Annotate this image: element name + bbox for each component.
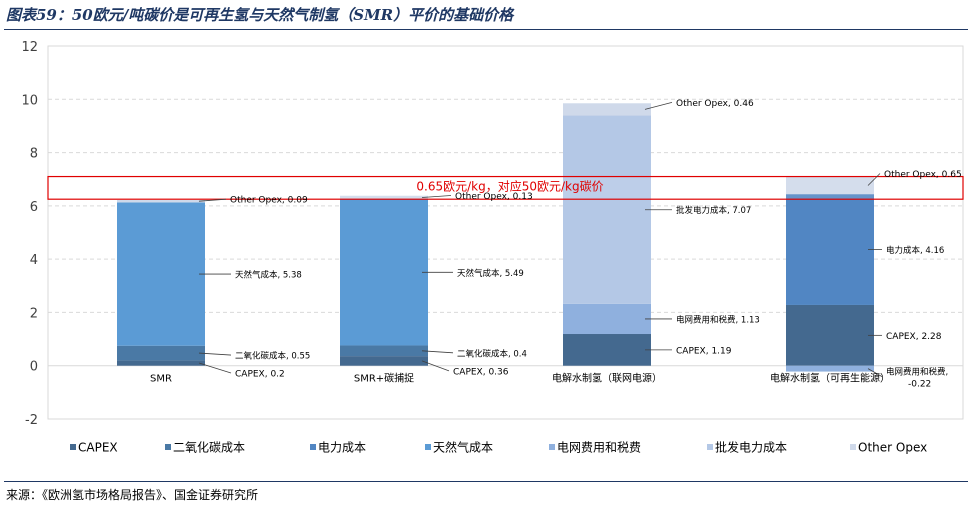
legend-swatch <box>549 444 555 450</box>
legend-label: 二氧化碳成本 <box>173 441 245 455</box>
leader-line <box>421 350 454 354</box>
leader-line <box>421 360 450 372</box>
data-labels: Other Opex, 0.09 天然气成本, 5.38 二氧化碳成本, 0.55 C… <box>198 99 962 390</box>
category-label: SMR+碳捕捉 <box>354 372 414 385</box>
data-label: Other Opex, 0.09 <box>230 196 308 206</box>
data-label: CAPEX, 0.2 <box>235 370 285 380</box>
bar-segment <box>117 360 205 366</box>
data-label: CAPEX, 1.19 <box>676 346 732 356</box>
leader-line <box>644 102 673 110</box>
bar-segment <box>117 199 205 203</box>
category-label: SMR <box>150 374 172 385</box>
bar-segment <box>786 176 874 195</box>
leader-line <box>421 195 452 198</box>
y-tick-label: 0 <box>30 360 38 375</box>
x-axis-categories: SMR SMR+碳捕捉 电解水制氢（联网电源） 电解水制氢（可再生能源） <box>150 372 890 385</box>
y-tick-label: 8 <box>30 147 38 162</box>
bar-segment <box>786 304 874 366</box>
chart-title: 图表59：50欧元/吨碳价是可再生氢与天然气制氢（SMR）平价的基础价格 <box>6 6 514 24</box>
bar-segment <box>117 345 205 361</box>
data-label: 天然气成本, 5.49 <box>457 268 524 279</box>
data-label: 二氧化碳成本, 0.4 <box>457 348 527 359</box>
data-label: 电力成本, 4.16 <box>886 245 944 256</box>
band-label: 0.65欧元/kg，对应50欧元/kg碳价 <box>416 179 603 194</box>
legend-swatch <box>850 444 856 450</box>
leader-line <box>198 362 232 374</box>
leader-line <box>867 368 883 377</box>
legend-label: 电网费用和税费 <box>557 441 641 455</box>
bar-segment <box>340 356 428 366</box>
data-label: CAPEX, 2.28 <box>886 332 942 342</box>
data-label: Other Opex, 0.46 <box>676 99 754 109</box>
source-note: 来源：《欧洲氢市场格局报告》、国金证券研究所 <box>6 488 259 502</box>
legend-swatch <box>707 444 713 450</box>
legend-label: Other Opex <box>858 441 927 455</box>
bar-segment <box>340 199 428 346</box>
legend-swatch <box>425 444 431 450</box>
footer-divider <box>4 481 968 482</box>
legend-label: 批发电力成本 <box>715 440 787 455</box>
band-rect <box>47 175 964 200</box>
y-tick-label: 4 <box>30 253 38 268</box>
data-label-value: -0.22 <box>908 380 931 390</box>
legend-label: CAPEX <box>78 441 118 455</box>
y-tick-label: 6 <box>30 200 38 215</box>
y-tick-label: 12 <box>21 40 38 55</box>
bar-segment <box>340 345 428 357</box>
title-divider <box>4 29 968 30</box>
data-label: 电网费用和税费, 1.13 <box>676 314 760 325</box>
category-label: 电解水制氢（联网电源） <box>552 372 662 385</box>
bar-segment <box>786 365 874 372</box>
bar-segment <box>340 195 428 200</box>
legend-swatch <box>70 444 76 450</box>
bar-segment <box>563 115 651 304</box>
bars <box>117 103 874 372</box>
y-axis-ticks: -2 0 2 4 6 8 10 12 <box>21 40 38 428</box>
data-label: 电网费用和税费, <box>886 367 948 378</box>
bar-segment <box>563 303 651 335</box>
y-tick-label: 2 <box>30 306 38 321</box>
carbon-price-band: 0.65欧元/kg，对应50欧元/kg碳价 <box>47 175 964 200</box>
stacked-bar-chart: -2 0 2 4 6 8 10 12 0.65欧元/kg，对应50欧元/kg碳价 Other … <box>21 40 964 455</box>
leader-line <box>198 352 232 356</box>
legend: CAPEX 二氧化碳成本 电力成本 天然气成本 电网费用和税费 批发电力成本 Other O… <box>70 440 927 455</box>
data-label: 批发电力成本, 7.07 <box>676 205 751 216</box>
bar-segment <box>563 103 651 116</box>
legend-label: 天然气成本 <box>433 440 493 455</box>
bar-segment <box>563 334 651 366</box>
legend-label: 电力成本 <box>318 441 366 455</box>
bar-segment <box>117 202 205 346</box>
legend-swatch <box>310 444 316 450</box>
data-label: Other Opex, 0.65 <box>884 170 962 180</box>
y-tick-label: 10 <box>21 93 38 108</box>
leader-line <box>198 198 227 202</box>
category-label: 电解水制氢（可再生能源） <box>770 372 890 385</box>
data-label: 天然气成本, 5.38 <box>235 270 302 281</box>
y-tick-label: -2 <box>25 413 38 428</box>
bar-segment <box>786 194 874 305</box>
data-label: CAPEX, 0.36 <box>453 367 509 377</box>
data-label: Other Opex, 0.13 <box>455 192 533 202</box>
legend-swatch <box>165 444 171 450</box>
leader-line <box>867 173 881 186</box>
data-label: 二氧化碳成本, 0.55 <box>235 351 310 362</box>
